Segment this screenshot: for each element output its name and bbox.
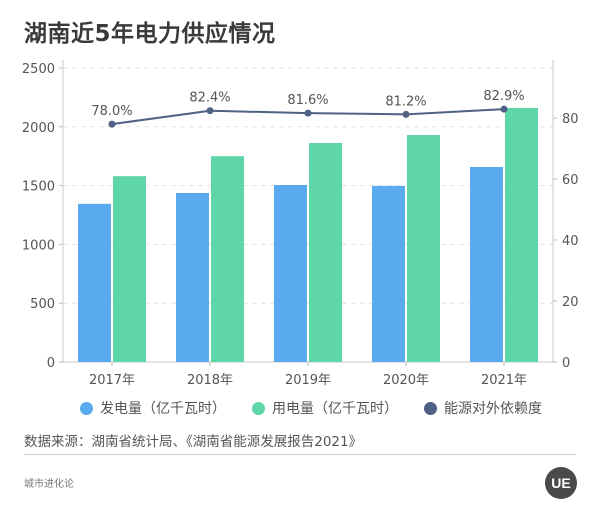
data-source: 数据来源：湖南省统计局、《湖南省能源发展报告2021》 — [24, 434, 363, 450]
bar-generation — [372, 185, 405, 362]
point-dependence — [206, 107, 214, 115]
point-dependence — [108, 120, 116, 128]
bar-generation — [176, 193, 209, 362]
data-label-dependence: 81.6% — [287, 93, 328, 108]
brand-name: 城市进化论 — [24, 479, 74, 490]
chart-title: 湖南近5年电力供应情况 — [24, 21, 276, 47]
y-left-tick-label: 2500 — [22, 62, 55, 77]
point-dependence — [402, 110, 410, 118]
bar-consumption — [113, 176, 146, 362]
point-dependence — [500, 105, 508, 113]
point-dependence — [304, 109, 312, 117]
legend-swatch-consumption — [252, 401, 265, 415]
y-right-tick-label: 60 — [562, 173, 579, 188]
legend-item-consumption[interactable]: 用电量（亿千瓦时） — [252, 398, 398, 418]
bar-consumption — [211, 156, 244, 362]
x-tick-label: 2019年 — [285, 373, 331, 388]
legend-item-dependence[interactable]: 能源对外依赖度 — [424, 398, 542, 418]
y-right-tick-label: 20 — [562, 295, 579, 310]
legend-label-dependence: 能源对外依赖度 — [444, 401, 542, 417]
brand-logo: UE — [545, 467, 577, 499]
y-left-tick-label: 500 — [30, 297, 55, 312]
y-right-tick-label: 40 — [562, 234, 579, 249]
legend-label-consumption: 用电量（亿千瓦时） — [272, 401, 398, 417]
x-tick-label: 2020年 — [383, 373, 429, 388]
bar-consumption — [407, 135, 440, 362]
y-right-tick-label: 0 — [562, 356, 570, 371]
bar-consumption — [505, 107, 538, 362]
data-label-dependence: 82.9% — [483, 89, 524, 104]
data-label-dependence: 81.2% — [385, 94, 426, 109]
y-left-tick-label: 2000 — [22, 121, 55, 136]
x-tick-label: 2017年 — [89, 373, 135, 388]
bar-generation — [78, 203, 111, 362]
legend: 发电量（亿千瓦时） 用电量（亿千瓦时） 能源对外依赖度 — [80, 398, 542, 418]
y-left-tick-label: 1000 — [22, 238, 55, 253]
data-label-dependence: 82.4% — [189, 91, 230, 106]
legend-item-generation[interactable]: 发电量（亿千瓦时） — [80, 398, 226, 418]
y-left-tick-label: 0 — [47, 356, 55, 371]
bar-consumption — [309, 143, 342, 362]
legend-label-generation: 发电量（亿千瓦时） — [100, 401, 226, 417]
x-tick-label: 2018年 — [187, 373, 233, 388]
x-tick-label: 2021年 — [481, 373, 527, 388]
data-label-dependence: 78.0% — [91, 104, 132, 119]
y-right-tick-label: 80 — [562, 112, 579, 127]
y-left-tick-label: 1500 — [22, 180, 55, 195]
legend-swatch-dependence — [424, 401, 437, 415]
divider — [24, 454, 576, 455]
bar-generation — [470, 167, 503, 362]
legend-swatch-generation — [80, 401, 93, 415]
chart: 0 500 1000 1500 2000 2500 0 20 40 60 80 2017年 2018年 2… — [22, 60, 579, 388]
bar-generation — [274, 185, 307, 362]
